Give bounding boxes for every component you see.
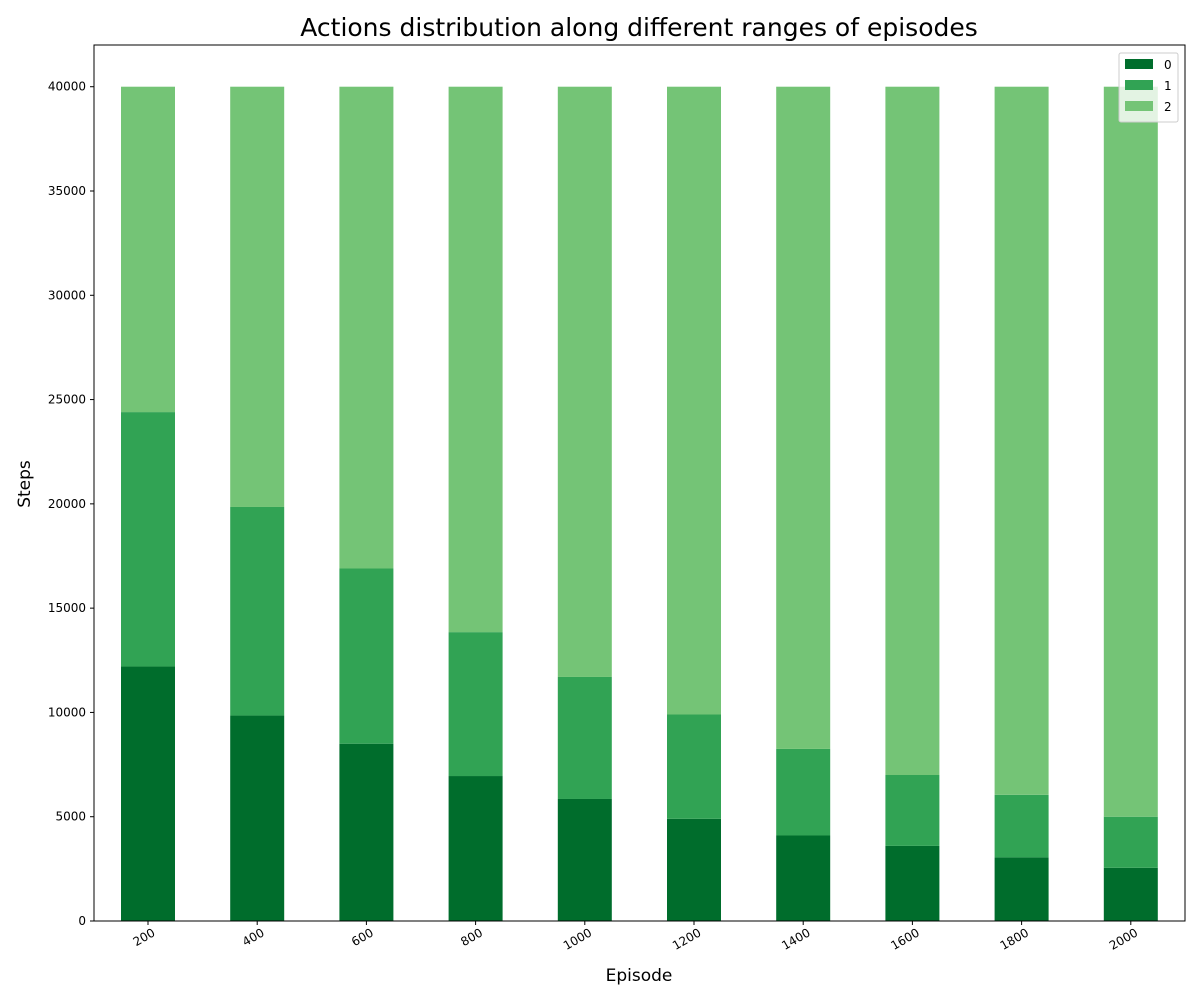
y-tick-label: 40000 (48, 80, 86, 94)
x-axis-title: Episode (606, 966, 673, 986)
y-tick-label: 0 (78, 914, 86, 928)
bar-segment-200-series-0 (121, 666, 175, 921)
bar-segment-1800-series-2 (994, 86, 1049, 795)
x-tick-label: 200 (131, 925, 158, 949)
legend-label-series-1: 1 (1164, 79, 1172, 93)
bar-segment-1600-series-2 (885, 86, 940, 775)
bar-segment-400-series-2 (230, 86, 285, 507)
y-tick-label: 15000 (48, 601, 86, 615)
bar-segment-2000-series-2 (1103, 86, 1158, 817)
y-tick-label: 25000 (48, 393, 86, 407)
x-tick-label: 1400 (779, 925, 812, 952)
bar-segment-1200-series-1 (667, 714, 721, 819)
legend-swatch-series-1 (1125, 80, 1153, 90)
y-tick-label: 10000 (48, 705, 86, 719)
bar-segment-1200-series-0 (667, 818, 721, 921)
bar-segment-200-series-2 (121, 86, 175, 413)
bar-segment-600-series-1 (339, 568, 394, 744)
plot-area: 0500010000150002000025000300003500040000… (48, 44, 1186, 953)
x-tick-label: 600 (349, 925, 376, 949)
bar-segment-1000-series-1 (557, 676, 612, 799)
bar-segment-1400-series-2 (776, 86, 831, 749)
bar-segment-800-series-0 (448, 776, 503, 921)
bar-segment-2000-series-0 (1103, 867, 1158, 921)
bar-segment-400-series-0 (230, 715, 285, 921)
y-tick-label: 35000 (48, 184, 86, 198)
legend-label-series-0: 0 (1164, 58, 1172, 72)
y-tick-label: 30000 (48, 288, 86, 302)
x-tick-label: 1200 (670, 925, 703, 952)
bar-segment-400-series-1 (230, 506, 285, 716)
x-tick-label: 1600 (888, 925, 921, 952)
bar-segment-800-series-2 (448, 86, 503, 633)
bar-segment-1400-series-0 (776, 835, 831, 921)
x-tick-label: 1000 (561, 925, 594, 952)
bar-segment-200-series-1 (121, 412, 175, 667)
legend: 0 1 2 (1118, 52, 1179, 123)
bar-segment-800-series-1 (448, 632, 503, 777)
y-tick-label: 20000 (48, 497, 86, 511)
y-axis-title: Steps (15, 460, 35, 508)
bar-segment-1600-series-1 (885, 775, 940, 846)
x-tick-label: 1800 (998, 925, 1031, 952)
axes-frame (93, 44, 1186, 922)
bar-segment-600-series-2 (339, 86, 394, 569)
legend-swatch-series-0 (1125, 59, 1153, 69)
chart-title: Actions distribution along different ran… (300, 13, 978, 42)
bar-segment-1800-series-0 (994, 857, 1049, 921)
bar-segment-2000-series-1 (1103, 816, 1158, 868)
x-tick-label: 2000 (1107, 925, 1140, 952)
legend-swatch-series-2 (1125, 101, 1153, 111)
bar-segment-1200-series-2 (667, 86, 721, 715)
bar-segment-1600-series-0 (885, 845, 940, 921)
bar-segment-1800-series-1 (994, 794, 1049, 858)
y-tick-label: 5000 (55, 810, 86, 824)
bar-segment-1000-series-2 (557, 86, 612, 677)
bar-segment-1000-series-0 (557, 798, 612, 921)
x-tick-label: 400 (240, 925, 267, 949)
bar-segment-600-series-0 (339, 743, 394, 921)
legend-label-series-2: 2 (1164, 100, 1172, 114)
x-tick-label: 800 (458, 925, 485, 949)
bar-segment-1400-series-1 (776, 748, 831, 836)
